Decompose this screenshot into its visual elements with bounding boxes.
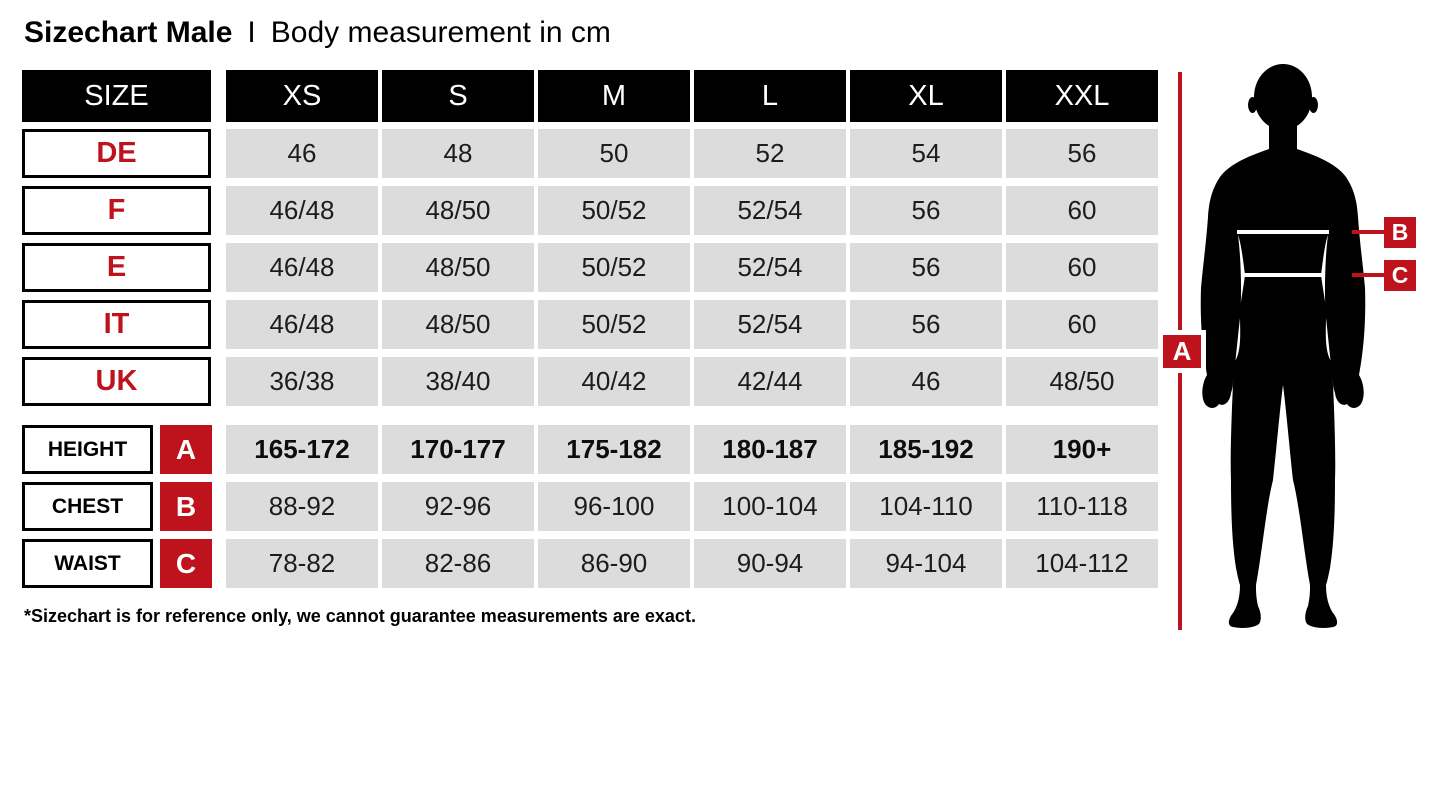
size-cell: 36/38 [226, 357, 378, 406]
size-cell: 56 [850, 243, 1002, 292]
size-cell: 50 [538, 129, 690, 178]
table-row-f: F 46/48 48/50 50/52 52/54 56 60 [22, 186, 1158, 235]
measure-cell: 165-172 [226, 425, 378, 474]
size-cell: 60 [1006, 300, 1158, 349]
waist-badge-c: C [160, 539, 212, 588]
figure-waist-badge: C [1384, 260, 1416, 291]
table-row-de: DE 46 48 50 52 54 56 [22, 129, 1158, 178]
table-row-waist: WAIST C 78-82 82-86 86-90 90-94 94-104 1… [22, 539, 1158, 588]
row-label-f: F [22, 186, 211, 235]
title-separator: I [247, 16, 256, 49]
table-row-chest: CHEST B 88-92 92-96 96-100 100-104 104-1… [22, 482, 1158, 531]
measure-cell: 170-177 [382, 425, 534, 474]
measure-cell: 190+ [1006, 425, 1158, 474]
size-cell: 48 [382, 129, 534, 178]
male-silhouette-icon [1200, 64, 1366, 628]
waist-measure-line [1242, 273, 1324, 277]
row-label-chest: CHEST [22, 482, 153, 531]
size-cell: 60 [1006, 186, 1158, 235]
figure-height-badge: A [1163, 335, 1201, 368]
measure-cell: 90-94 [694, 539, 846, 588]
size-cell: 48/50 [382, 243, 534, 292]
row-label-de: DE [22, 129, 211, 178]
size-cell: 42/44 [694, 357, 846, 406]
size-cell: 46 [850, 357, 1002, 406]
size-cell: 54 [850, 129, 1002, 178]
size-cell: 52/54 [694, 243, 846, 292]
measure-cell: 185-192 [850, 425, 1002, 474]
size-cell: 46/48 [226, 300, 378, 349]
row-label-it: IT [22, 300, 211, 349]
measure-cell: 94-104 [850, 539, 1002, 588]
table-row-uk: UK 36/38 38/40 40/42 42/44 46 48/50 [22, 357, 1158, 406]
waist-connector-line [1352, 273, 1386, 277]
chest-measure-line [1237, 230, 1329, 234]
chest-connector-line [1352, 230, 1386, 234]
size-cell: 48/50 [1006, 357, 1158, 406]
table-row-height: HEIGHT A 165-172 170-177 175-182 180-187… [22, 425, 1158, 474]
measure-cell: 180-187 [694, 425, 846, 474]
page-title: Sizechart Male I Body measurement in cm [24, 16, 611, 50]
row-label-waist: WAIST [22, 539, 153, 588]
measure-cell: 92-96 [382, 482, 534, 531]
size-cell: 38/40 [382, 357, 534, 406]
size-cell: 46/48 [226, 243, 378, 292]
size-cell: 50/52 [538, 243, 690, 292]
measure-cell: 78-82 [226, 539, 378, 588]
size-cell: 48/50 [382, 186, 534, 235]
row-label-uk: UK [22, 357, 211, 406]
table-row-e: E 46/48 48/50 50/52 52/54 56 60 [22, 243, 1158, 292]
size-cell: 50/52 [538, 300, 690, 349]
title-subtitle: Body measurement in cm [270, 16, 611, 49]
measure-cell: 175-182 [538, 425, 690, 474]
header-cell-m: M [538, 70, 690, 122]
header-size-cell: SIZE [22, 70, 211, 122]
size-cell: 56 [850, 300, 1002, 349]
footnote: *Sizechart is for reference only, we can… [24, 606, 696, 626]
size-cell: 50/52 [538, 186, 690, 235]
size-cell: 46 [226, 129, 378, 178]
measure-cell: 96-100 [538, 482, 690, 531]
size-cell: 56 [1006, 129, 1158, 178]
measure-cell: 88-92 [226, 482, 378, 531]
header-cell-xs: XS [226, 70, 378, 122]
measure-cell: 104-110 [850, 482, 1002, 531]
measure-cell: 104-112 [1006, 539, 1158, 588]
row-label-height: HEIGHT [22, 425, 153, 474]
row-label-e: E [22, 243, 211, 292]
size-cell: 60 [1006, 243, 1158, 292]
size-cell: 52 [694, 129, 846, 178]
measure-cell: 110-118 [1006, 482, 1158, 531]
header-cell-l: L [694, 70, 846, 122]
measure-cell: 86-90 [538, 539, 690, 588]
chest-badge-b: B [160, 482, 212, 531]
size-cell: 56 [850, 186, 1002, 235]
size-cell: 48/50 [382, 300, 534, 349]
measure-cell: 100-104 [694, 482, 846, 531]
header-cell-xl: XL [850, 70, 1002, 122]
measure-cell: 82-86 [382, 539, 534, 588]
header-row: SIZE XS S M L XL XXL [22, 70, 1158, 122]
size-cell: 46/48 [226, 186, 378, 235]
header-cell-s: S [382, 70, 534, 122]
size-cell: 40/42 [538, 357, 690, 406]
title-main: Sizechart Male [24, 16, 233, 49]
size-cell: 52/54 [694, 300, 846, 349]
table-row-it: IT 46/48 48/50 50/52 52/54 56 60 [22, 300, 1158, 349]
size-cell: 52/54 [694, 186, 846, 235]
header-cell-xxl: XXL [1006, 70, 1158, 122]
height-badge-a: A [160, 425, 212, 474]
figure-chest-badge: B [1384, 217, 1416, 248]
